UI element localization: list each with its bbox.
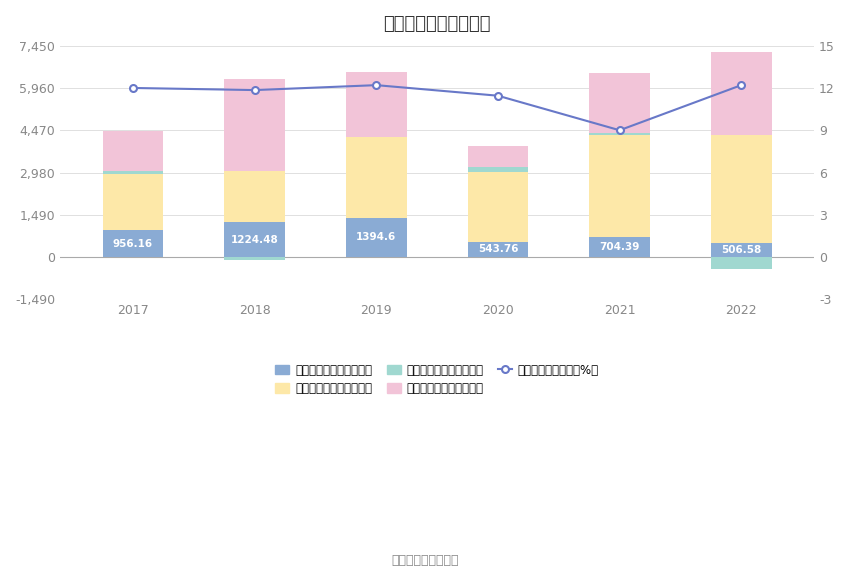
- Text: 956.16: 956.16: [113, 239, 153, 248]
- Bar: [224, 257, 285, 260]
- Bar: [346, 137, 406, 217]
- Bar: [711, 135, 772, 243]
- Bar: [224, 171, 285, 223]
- Bar: [468, 172, 529, 242]
- Text: 704.39: 704.39: [599, 242, 640, 252]
- Bar: [589, 237, 650, 257]
- Bar: [103, 171, 163, 174]
- Title: 历年期间费用变化情况: 历年期间费用变化情况: [383, 15, 491, 33]
- Text: 1394.6: 1394.6: [356, 232, 396, 242]
- Legend: 左轴：销售费用（万元）, 左轴：管理费用（万元）, 左轴：财务费用（万元）, 左轴：研发费用（万元）, 右轴：期间费用率（%）: 左轴：销售费用（万元）, 左轴：管理费用（万元）, 左轴：财务费用（万元）, 左…: [270, 359, 604, 400]
- Text: 1224.48: 1224.48: [230, 235, 279, 245]
- Bar: [103, 131, 163, 171]
- Text: 506.58: 506.58: [721, 245, 762, 255]
- Bar: [468, 242, 529, 257]
- Bar: [224, 79, 285, 171]
- Bar: [346, 72, 406, 137]
- Bar: [103, 230, 163, 257]
- Bar: [103, 174, 163, 230]
- Bar: [711, 243, 772, 257]
- Bar: [711, 257, 772, 269]
- Text: 数据来源：恒生聚源: 数据来源：恒生聚源: [391, 554, 459, 566]
- Bar: [468, 147, 529, 167]
- Bar: [589, 73, 650, 133]
- Bar: [346, 217, 406, 257]
- Text: 543.76: 543.76: [478, 244, 518, 254]
- Bar: [468, 167, 529, 172]
- Bar: [711, 52, 772, 135]
- Bar: [589, 133, 650, 135]
- Bar: [224, 223, 285, 257]
- Bar: [589, 135, 650, 237]
